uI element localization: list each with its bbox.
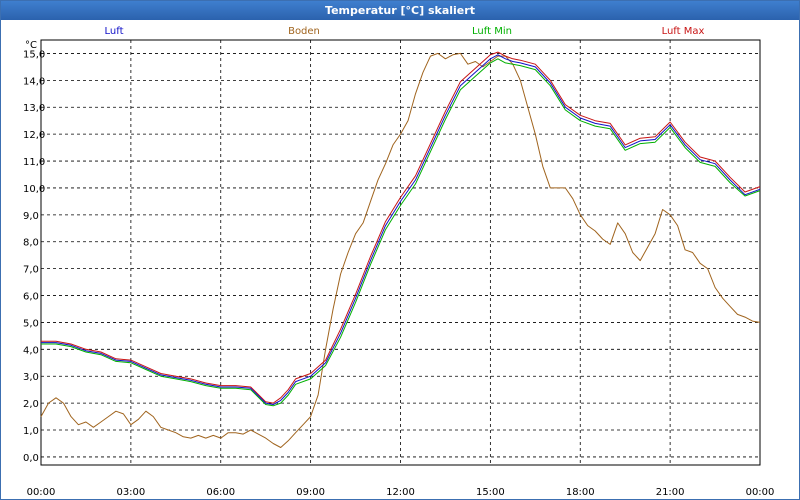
- y-tick-label: 5,0: [23, 318, 39, 329]
- series-line-boden: [40, 52, 761, 448]
- x-tick-time: 00:00: [746, 487, 775, 498]
- x-axis: 00:0015.02.1703:0015.02.1706:0015.02.170…: [27, 487, 775, 498]
- series-lines: [40, 51, 761, 448]
- y-tick-label: 2,0: [23, 399, 39, 410]
- y-tick-label: 1,0: [23, 426, 39, 437]
- y-tick-label: 9,0: [23, 211, 39, 222]
- y-tick-label: 3,0: [23, 372, 39, 383]
- y-tick-label: 15,0: [23, 49, 45, 60]
- y-tick-label: 0,0: [23, 453, 39, 464]
- window-title: Temperatur [°C] skaliert: [1, 1, 799, 20]
- y-tick-label: 6,0: [23, 292, 39, 303]
- legend-entry: Luft Max: [662, 26, 705, 37]
- plot-background: [1, 20, 799, 499]
- x-tick-time: 18:00: [566, 487, 595, 498]
- legend: Luft Boden Luft Min Luft Max: [105, 26, 705, 37]
- x-tick-time: 00:00: [27, 487, 56, 498]
- plot-area-border: [40, 39, 761, 466]
- y-tick-label: 12,0: [23, 130, 45, 141]
- temperature-chart: 0,0 1,0 2,0 3,0 4,0 5,0 6,0 7,0 8,0 9,0 10,0 11,0 12…: [1, 20, 799, 499]
- y-tick-label: 10,0: [23, 184, 45, 195]
- legend-entry: Luft: [105, 26, 124, 37]
- y-tick-label: 14,0: [23, 76, 45, 87]
- y-axis-label: °C: [25, 40, 37, 51]
- x-tick-time: 06:00: [206, 487, 235, 498]
- x-tick-time: 09:00: [296, 487, 325, 498]
- y-tick-label: 4,0: [23, 345, 39, 356]
- y-tick-label: 7,0: [23, 265, 39, 276]
- y-tick-label: 11,0: [23, 157, 45, 168]
- x-tick-time: 03:00: [116, 487, 145, 498]
- series-line-luft: [41, 54, 761, 405]
- series-line-luft-max: [41, 51, 761, 404]
- legend-entry: Luft Min: [472, 26, 512, 37]
- y-axis: 0,0 1,0 2,0 3,0 4,0 5,0 6,0 7,0 8,0 9,0 10,0 11,0 12…: [23, 49, 45, 463]
- x-tick-time: 15:00: [476, 487, 505, 498]
- plot-frame: [40, 39, 761, 466]
- series-line-luft-min: [41, 58, 761, 407]
- y-tick-label: 13,0: [23, 103, 45, 114]
- x-tick-time: 12:00: [386, 487, 415, 498]
- x-tick-time: 21:00: [656, 487, 685, 498]
- legend-entry: Boden: [288, 26, 320, 37]
- grid-lines: [41, 40, 760, 465]
- y-tick-label: 8,0: [23, 238, 39, 249]
